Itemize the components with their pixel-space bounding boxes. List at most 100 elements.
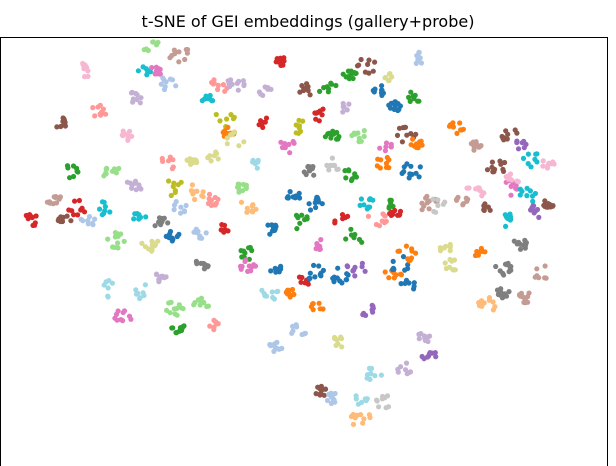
- scatter-point: [307, 164, 313, 170]
- scatter-point: [213, 149, 219, 155]
- scatter-point: [504, 215, 510, 221]
- scatter-point: [542, 263, 548, 269]
- scatter-point: [194, 259, 200, 265]
- scatter-point: [225, 124, 231, 130]
- scatter-point: [478, 188, 484, 194]
- scatter-point: [534, 266, 540, 272]
- scatter-point: [210, 98, 216, 104]
- scatter-point: [410, 136, 416, 142]
- scatter-point: [290, 323, 296, 329]
- scatter-point: [142, 244, 148, 250]
- scatter-point: [158, 81, 164, 87]
- scatter-point: [402, 367, 409, 373]
- scatter-point: [498, 286, 504, 292]
- scatter-point: [152, 223, 158, 229]
- scatter-point: [316, 300, 322, 306]
- scatter-point: [324, 397, 331, 404]
- scatter-point: [314, 241, 320, 247]
- scatter-point: [307, 270, 313, 276]
- scatter-point: [407, 369, 414, 375]
- scatter-point: [165, 158, 172, 164]
- scatter-point: [370, 197, 376, 203]
- scatter-point: [320, 306, 326, 312]
- scatter-point: [222, 88, 228, 94]
- scatter-point: [299, 83, 305, 89]
- scatter-point: [235, 181, 241, 187]
- scatter-point: [333, 82, 339, 89]
- scatter-point: [310, 301, 316, 307]
- scatter-point: [170, 157, 176, 163]
- scatter-point: [514, 178, 520, 184]
- scatter-point: [312, 200, 318, 206]
- scatter-point: [505, 173, 511, 179]
- scatter-point: [429, 350, 435, 356]
- scatter-point: [317, 246, 323, 252]
- scatter-point: [435, 197, 441, 203]
- scatter-point: [169, 235, 175, 241]
- scatter-point: [203, 93, 209, 99]
- scatter-point: [200, 189, 206, 195]
- scatter-point: [345, 68, 351, 74]
- scatter-point: [238, 248, 244, 254]
- scatter-point: [172, 189, 178, 195]
- scatter-point: [153, 271, 160, 277]
- scatter-point: [479, 193, 485, 199]
- scatter-point: [408, 89, 414, 95]
- scatter-point: [139, 240, 145, 246]
- scatter-point: [382, 148, 388, 154]
- scatter-point: [259, 287, 265, 293]
- scatter-point: [157, 220, 164, 227]
- scatter-point: [339, 212, 346, 218]
- scatter-point: [514, 138, 520, 144]
- scatter-point: [129, 89, 135, 95]
- scatter-point: [529, 193, 536, 199]
- scatter-point: [343, 175, 349, 181]
- scatter-point: [335, 341, 341, 347]
- scatter-point: [385, 404, 392, 410]
- scatter-point: [379, 92, 385, 98]
- scatter-point: [413, 60, 419, 66]
- scatter-point: [123, 131, 129, 137]
- scatter-point: [340, 71, 346, 77]
- scatter-point: [174, 233, 180, 240]
- scatter-point: [130, 96, 136, 102]
- scatter-point: [137, 100, 143, 106]
- scatter-point: [303, 171, 309, 178]
- scatter-point: [317, 108, 323, 114]
- scatter-point: [533, 151, 539, 157]
- scatter-point: [204, 303, 210, 310]
- scatter-point: [346, 73, 352, 79]
- scatter-point: [201, 260, 207, 267]
- scatter-point: [267, 231, 273, 237]
- scatter-point: [143, 214, 149, 220]
- scatter-point: [192, 300, 198, 306]
- scatter-point: [374, 163, 380, 169]
- scatter-point: [296, 117, 302, 123]
- scatter-point: [391, 106, 397, 112]
- scatter-point: [318, 273, 324, 279]
- scatter-point: [293, 212, 300, 218]
- scatter-point: [465, 196, 471, 202]
- scatter-point: [197, 302, 203, 308]
- scatter-point: [419, 207, 425, 213]
- scatter-point: [317, 88, 323, 94]
- scatter-point: [489, 159, 495, 165]
- scatter-point: [125, 137, 131, 143]
- scatter-point: [530, 198, 536, 204]
- scatter-point: [168, 192, 174, 199]
- scatter-point: [501, 272, 507, 278]
- scatter-point: [407, 257, 413, 263]
- scatter-point: [550, 159, 556, 165]
- scatter-point: [245, 268, 251, 274]
- scatter-point: [478, 248, 484, 254]
- scatter-point: [514, 130, 520, 136]
- scatter-point: [173, 83, 179, 89]
- scatter-point: [136, 216, 142, 222]
- scatter-point: [401, 169, 407, 175]
- scatter-point: [238, 199, 245, 205]
- scatter-point: [416, 174, 422, 180]
- scatter-point: [121, 238, 127, 244]
- scatter-point: [273, 269, 279, 275]
- scatter-point: [155, 238, 161, 244]
